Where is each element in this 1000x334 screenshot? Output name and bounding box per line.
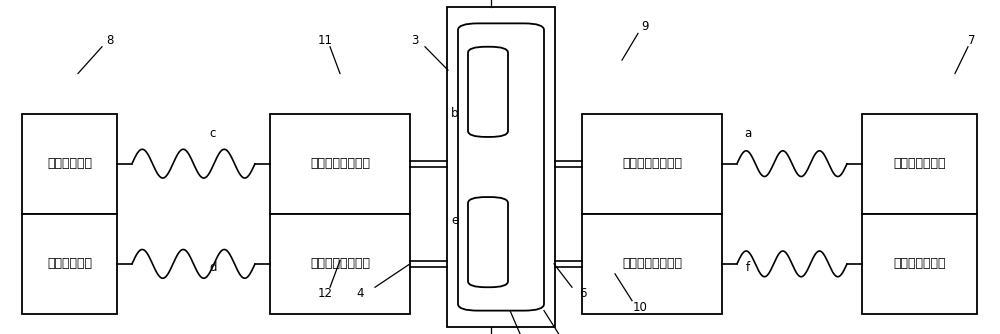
Text: 9: 9 [641, 20, 649, 33]
Text: 振动器驱动电路: 振动器驱动电路 [893, 157, 946, 170]
Bar [22, 114, 117, 214]
FancyBboxPatch shape [458, 23, 544, 311]
Bar [270, 114, 410, 214]
Text: e: e [451, 214, 459, 227]
Text: 4: 4 [356, 288, 364, 300]
Bar [582, 214, 722, 314]
Text: 6: 6 [579, 288, 587, 300]
Bar [862, 114, 977, 214]
Text: 天线射频电路: 天线射频电路 [47, 258, 92, 270]
Text: f: f [746, 261, 750, 274]
Text: 8: 8 [106, 34, 114, 46]
Text: 第二高通滤波电路: 第二高通滤波电路 [310, 258, 370, 270]
Bar [582, 114, 722, 214]
Text: 7: 7 [968, 34, 976, 46]
Text: 第一低通滤波电路: 第一低通滤波电路 [622, 157, 682, 170]
Text: d: d [209, 261, 217, 274]
FancyBboxPatch shape [468, 47, 508, 137]
Text: 11: 11 [318, 34, 332, 46]
Text: 第二低通滤波电路: 第二低通滤波电路 [622, 258, 682, 270]
Text: 3: 3 [411, 34, 419, 46]
Text: 12: 12 [318, 288, 332, 300]
Bar [22, 214, 117, 314]
Text: 天线射频电路: 天线射频电路 [47, 157, 92, 170]
Text: 10: 10 [633, 301, 647, 314]
Text: c: c [210, 127, 216, 140]
Text: 振动器驱动电路: 振动器驱动电路 [893, 258, 946, 270]
Bar [862, 214, 977, 314]
Text: a: a [744, 127, 752, 140]
Bar [447, 7, 555, 327]
FancyBboxPatch shape [468, 197, 508, 287]
Bar [270, 214, 410, 314]
Text: b: b [451, 107, 459, 120]
Text: 第一高通滤波电路: 第一高通滤波电路 [310, 157, 370, 170]
